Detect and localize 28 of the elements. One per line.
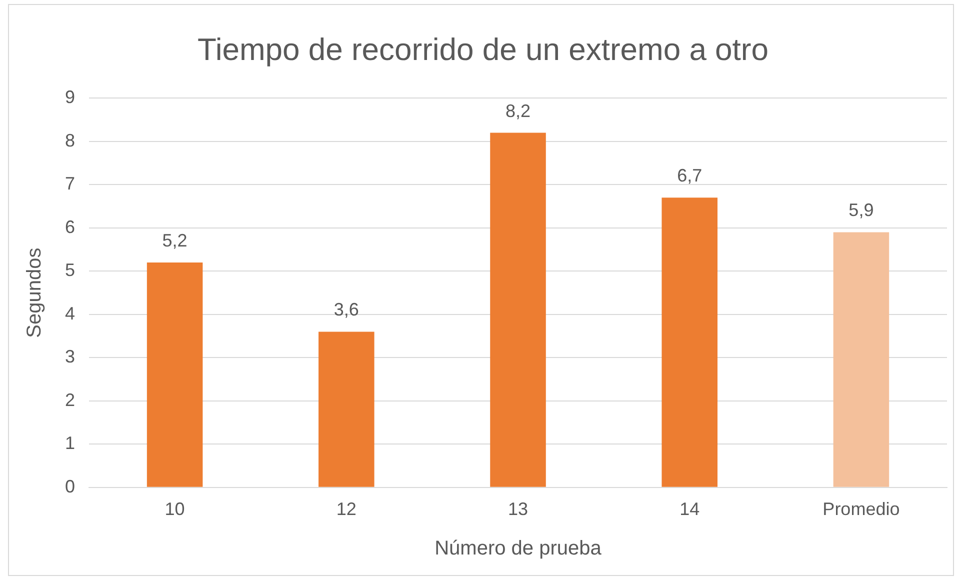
y-tick-label: 8: [64, 130, 76, 150]
bar: [490, 132, 546, 487]
x-tick-label: 12: [336, 499, 356, 520]
data-label: 6,7: [677, 166, 702, 186]
bar: [833, 232, 890, 487]
x-axis-title: Número de prueba: [434, 538, 602, 560]
x-tick-label: Promedio: [822, 499, 900, 520]
data-label: 3,6: [334, 300, 359, 320]
bar: [662, 198, 718, 487]
x-tick-label: 13: [508, 499, 528, 520]
y-tick-label: 2: [64, 390, 76, 410]
y-tick-label: 1: [64, 433, 76, 454]
bar: [146, 262, 203, 487]
data-label: 5,9: [848, 200, 874, 220]
bar: [318, 332, 374, 487]
data-label: 8,2: [505, 100, 531, 121]
y-tick-label: 9: [64, 87, 76, 108]
y-tick-label: 5: [64, 260, 76, 280]
y-axis-title: Segundos: [24, 248, 46, 338]
y-tick-label: 0: [64, 476, 76, 496]
y-tick-label: 3: [64, 346, 76, 367]
y-tick-label: 6: [64, 216, 76, 237]
y-tick-label: 4: [64, 303, 76, 324]
chart-title: Tiempo de recorrido de un extremo a otro: [198, 32, 768, 68]
y-tick-label: 7: [64, 174, 76, 194]
data-label: 5,2: [162, 230, 188, 250]
x-tick-label: 10: [164, 499, 185, 520]
x-tick-label: 14: [680, 499, 700, 520]
